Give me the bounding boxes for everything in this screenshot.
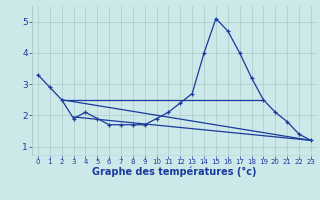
X-axis label: Graphe des températures (°c): Graphe des températures (°c) (92, 167, 257, 177)
